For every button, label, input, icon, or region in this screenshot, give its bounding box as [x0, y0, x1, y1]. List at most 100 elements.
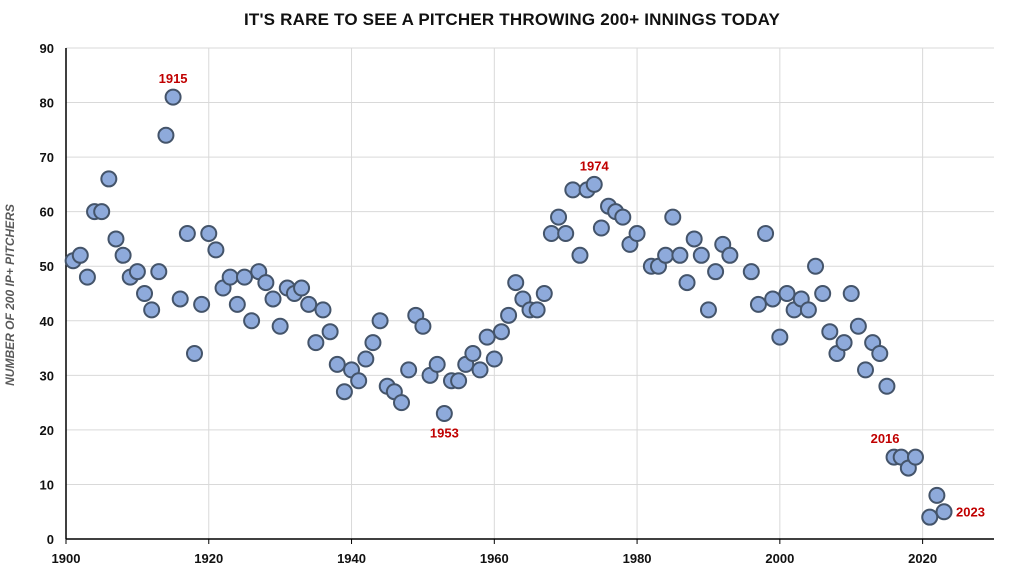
data-point-1910	[128, 263, 146, 281]
data-points	[64, 88, 953, 526]
data-point-1917	[178, 224, 196, 242]
data-point-2015	[878, 377, 896, 395]
data-point-1967	[535, 285, 553, 302]
data-point-2014	[871, 345, 889, 363]
data-point-2010	[842, 285, 860, 302]
y-tick-label: 20	[40, 423, 54, 438]
data-point-1911	[136, 285, 154, 302]
data-point-1962	[500, 306, 518, 324]
x-tick-label: 2020	[908, 551, 937, 566]
x-tick-label: 1960	[480, 551, 509, 566]
x-tick-label: 1920	[194, 551, 223, 566]
y-tick-label: 10	[40, 477, 54, 492]
y-tick-label: 70	[40, 150, 54, 165]
data-point-1971	[564, 181, 582, 199]
data-point-2001	[778, 285, 796, 302]
data-point-1926	[243, 312, 261, 330]
y-tick-label: 60	[40, 205, 54, 220]
x-tick-label: 1980	[623, 551, 652, 566]
data-point-1978	[614, 208, 632, 226]
y-tick-label: 0	[47, 532, 54, 547]
data-point-1953	[435, 405, 453, 423]
data-point-1986	[671, 246, 689, 264]
annotation-2016: 2016	[871, 431, 900, 446]
data-point-1972	[571, 246, 589, 264]
data-point-1990	[699, 301, 717, 319]
data-point-1963	[507, 274, 525, 292]
data-point-1912	[143, 301, 161, 319]
data-point-1989	[692, 246, 710, 264]
data-point-1987	[678, 274, 696, 292]
data-point-1915	[164, 88, 182, 106]
data-point-1905	[93, 203, 111, 221]
data-point-1984	[657, 246, 675, 264]
data-point-1968	[542, 224, 560, 242]
data-point-1974	[585, 175, 603, 193]
data-point-1938	[328, 355, 346, 373]
data-point-1925	[235, 268, 253, 286]
data-point-1916	[171, 290, 189, 308]
data-point-1993	[721, 246, 739, 264]
data-point-1928	[257, 274, 275, 292]
axes	[65, 48, 994, 544]
data-point-2000	[771, 328, 789, 346]
data-point-1960	[485, 350, 503, 368]
data-point-1997	[749, 295, 767, 313]
data-point-1939	[335, 383, 353, 401]
data-point-1952	[428, 355, 446, 373]
data-point-2023	[935, 503, 953, 521]
data-point-2006	[814, 285, 832, 302]
annotations: 1915 1953 1974 2016 2023	[159, 71, 985, 520]
data-point-2011	[849, 317, 867, 335]
data-point-1913	[150, 263, 168, 281]
annotation-1915: 1915	[159, 71, 188, 86]
data-point-1948	[400, 361, 418, 379]
data-point-1975	[592, 219, 610, 237]
data-point-1936	[314, 301, 332, 319]
annotation-1953: 1953	[430, 426, 459, 441]
data-point-1920	[200, 224, 218, 242]
data-point-1937	[321, 323, 339, 341]
data-point-1903	[78, 268, 96, 286]
y-tick-label: 40	[40, 314, 54, 329]
data-point-1947	[393, 394, 411, 412]
data-point-1935	[307, 334, 325, 352]
x-tick-label: 1940	[337, 551, 366, 566]
tick-labels: 0 10 20 30 40 50 60 70 80 90 1900 1920 1940 1960 1980 2…	[40, 41, 938, 566]
data-point-1957	[464, 345, 482, 363]
data-point-1958	[471, 361, 489, 379]
y-tick-label: 30	[40, 368, 54, 383]
data-point-1955	[450, 372, 468, 390]
gridlines	[66, 47, 994, 539]
data-point-2012	[857, 361, 875, 379]
data-point-1923	[221, 268, 239, 286]
data-point-1980	[628, 224, 646, 242]
data-point-1944	[371, 312, 389, 330]
data-point-1996	[742, 263, 760, 281]
data-point-1969	[550, 208, 568, 226]
y-tick-label: 80	[40, 96, 54, 111]
chart-title: IT'S RARE TO SEE A PITCHER THROWING 200+…	[243, 10, 781, 29]
annotation-2023: 2023	[956, 505, 985, 520]
annotation-1974: 1974	[580, 158, 610, 173]
x-tick-label: 2000	[765, 551, 794, 566]
data-point-1999	[764, 290, 782, 308]
data-point-1950	[414, 317, 432, 335]
data-point-1985	[664, 208, 682, 226]
data-point-1906	[100, 170, 118, 188]
data-point-1918	[185, 345, 203, 363]
data-point-2019	[906, 448, 924, 466]
data-point-1959	[478, 328, 496, 346]
data-point-1908	[114, 246, 132, 264]
data-point-1943	[364, 334, 382, 352]
data-point-1929	[264, 290, 282, 308]
data-point-1921	[207, 241, 225, 259]
data-point-2009	[835, 334, 853, 352]
data-point-1924	[228, 295, 246, 313]
data-point-1934	[300, 295, 318, 313]
data-point-1966	[528, 301, 546, 319]
data-point-2022	[928, 486, 946, 504]
data-point-1942	[357, 350, 375, 368]
data-point-1988	[685, 230, 703, 248]
